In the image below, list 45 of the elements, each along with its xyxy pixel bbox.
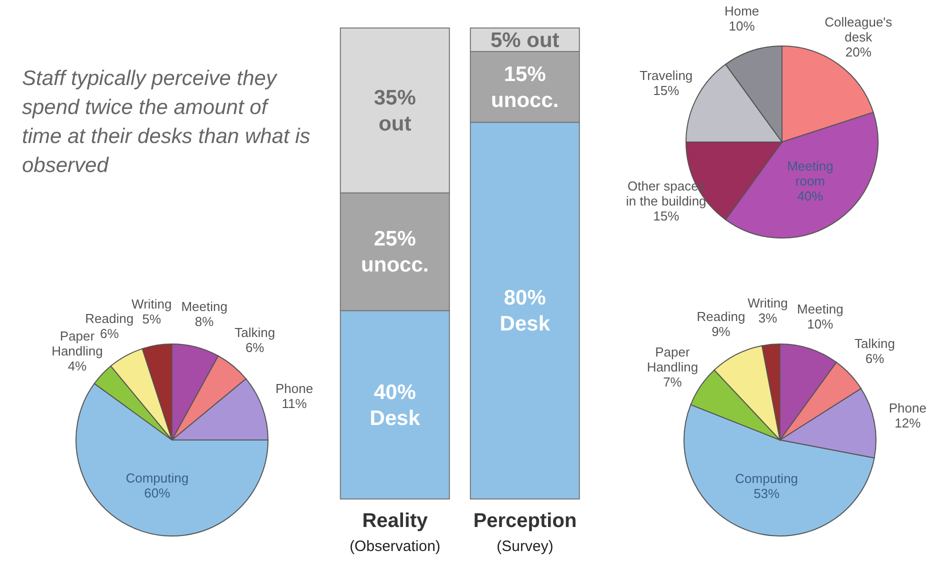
data-label: 7% bbox=[663, 374, 682, 390]
slice-label: Computing bbox=[126, 470, 189, 486]
slice-label: Meeting bbox=[797, 301, 844, 316]
data-label: 25% unocc. bbox=[361, 228, 429, 277]
data-label: 10% bbox=[807, 316, 834, 332]
data-label: 12% bbox=[894, 416, 922, 431]
x-tick-label: Perception (Survey) bbox=[473, 510, 577, 555]
data-label: 11% bbox=[282, 396, 308, 411]
data-label: 6% bbox=[100, 326, 120, 342]
data-label: 60% bbox=[144, 486, 171, 501]
data-label: 80% Desk bbox=[500, 286, 550, 336]
slice-label: Phone bbox=[888, 400, 926, 416]
data-label: 9% bbox=[712, 324, 731, 340]
data-label: 15% bbox=[653, 208, 680, 224]
slice-label: Meeting bbox=[181, 299, 228, 314]
data-label: 20% bbox=[845, 44, 872, 60]
data-label: 35% out bbox=[374, 86, 416, 136]
slice-label: Colleague's desk bbox=[824, 14, 893, 44]
slice-label: Phone bbox=[276, 380, 314, 396]
data-label: 5% out bbox=[490, 28, 560, 52]
slice-label: Computing bbox=[735, 471, 798, 486]
data-label: 40% bbox=[797, 188, 824, 204]
data-label: 15% unocc. bbox=[491, 62, 559, 112]
text: Staff typically perceive they spend twice the amount of time at their desks than what is observed bbox=[22, 66, 312, 179]
data-label: 10% bbox=[728, 18, 756, 34]
data-label: 40% Desk bbox=[370, 380, 420, 430]
data-label: 6% bbox=[245, 340, 265, 355]
slice-label: Reading bbox=[696, 309, 746, 324]
data-label: 53% bbox=[754, 486, 780, 502]
slice-label: Talking bbox=[854, 336, 895, 352]
slice-label: Meeting room bbox=[787, 158, 834, 188]
data-label: 5% bbox=[142, 312, 162, 327]
data-label: 6% bbox=[865, 351, 885, 366]
slice-label: Traveling bbox=[640, 68, 693, 83]
data-label: 4% bbox=[68, 358, 88, 374]
slice-label: Paper Handling bbox=[646, 344, 698, 374]
slice-label: Writing bbox=[132, 296, 172, 312]
slice-label: Home bbox=[724, 3, 760, 18]
slice-label: Reading bbox=[85, 311, 134, 326]
slice-label: Talking bbox=[234, 324, 276, 340]
x-tick-label: Reality (Observation) bbox=[350, 510, 440, 555]
data-label: 15% bbox=[653, 82, 680, 98]
data-label: 8% bbox=[194, 314, 214, 330]
data-label: 3% bbox=[758, 310, 778, 326]
slice-label: Writing bbox=[748, 296, 788, 311]
